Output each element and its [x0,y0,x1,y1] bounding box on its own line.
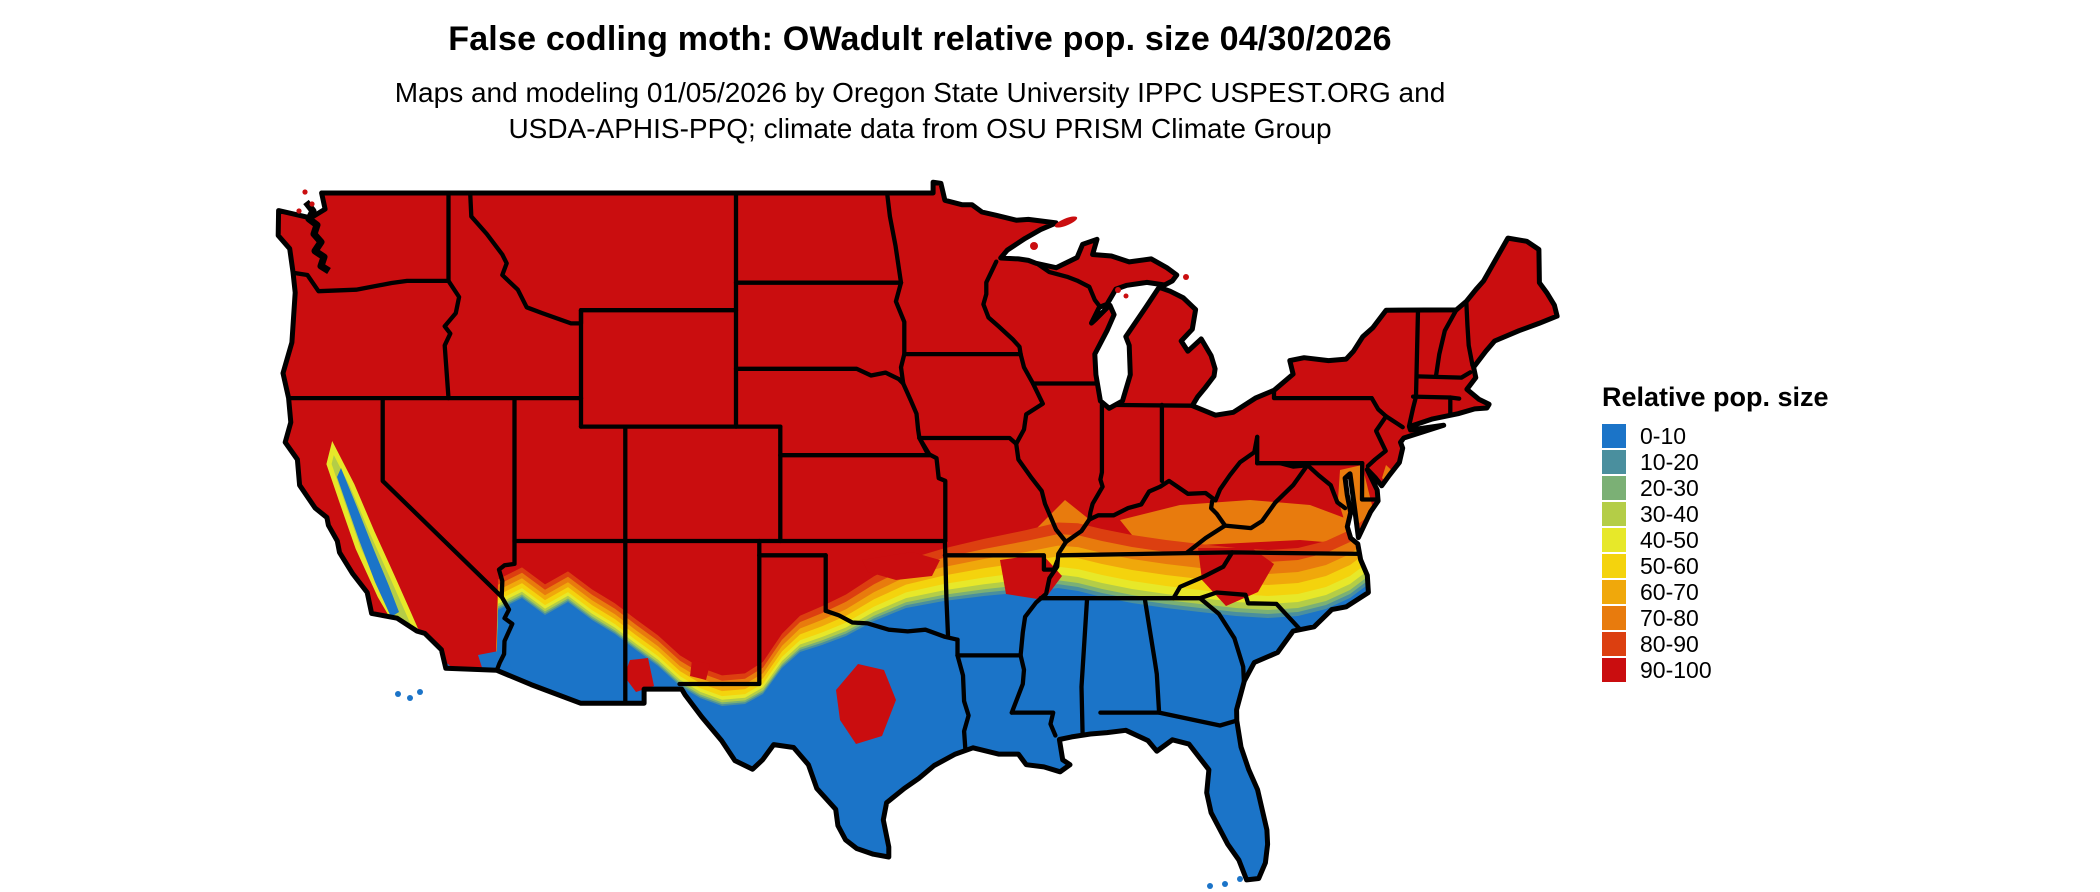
us-outline [275,179,1560,883]
subtitle-line-1: Maps and modeling 01/05/2026 by Oregon S… [394,77,1446,108]
legend-item-label: 50-60 [1640,553,1699,579]
legend-item: 50-60 [1602,553,1902,579]
legend-item-label: 90-100 [1640,657,1712,683]
legend-item: 90-100 [1602,657,1902,683]
legend-items: 0-10 10-20 20-30 30-40 40-50 50-60 60-70 70-80 8… [1602,423,1902,683]
legend-swatch [1602,554,1626,578]
legend-item-label: 10-20 [1640,449,1699,475]
legend-item-label: 20-30 [1640,475,1699,501]
legend-item: 20-30 [1602,475,1902,501]
legend-item: 0-10 [1602,423,1902,449]
legend-swatch [1602,450,1626,474]
legend-swatch [1602,632,1626,656]
island-specks [296,189,1243,889]
legend-item-label: 0-10 [1640,423,1687,449]
california-valley-core [337,468,399,617]
legend-item-label: 60-70 [1640,579,1699,605]
legend-item: 70-80 [1602,605,1902,631]
state-borders [286,190,1475,751]
legend-item-label: 40-50 [1640,527,1699,553]
legend-swatch [1602,658,1626,682]
legend-item-label: 80-90 [1640,631,1699,657]
legend-item: 60-70 [1602,579,1902,605]
title-block: False codling moth: OWadult relative pop… [0,20,1840,147]
legend-swatch [1602,476,1626,500]
legend-swatch [1602,502,1626,526]
legend-item: 10-20 [1602,449,1902,475]
legend-item: 40-50 [1602,527,1902,553]
puget-sound [303,199,331,274]
legend-swatch [1602,580,1626,604]
legend-item-label: 30-40 [1640,501,1699,527]
legend-item: 30-40 [1602,501,1902,527]
legend-swatch [1602,606,1626,630]
legend-title: Relative pop. size [1602,382,1829,412]
legend-item-label: 70-80 [1640,605,1699,631]
legend-item: 80-90 [1602,631,1902,657]
legend-swatch [1602,528,1626,552]
page-title: False codling moth: OWadult relative pop… [448,20,1392,58]
subtitle-line-2: USDA-APHIS-PPQ; climate data from OSU PR… [508,113,1332,144]
legend: Relative pop. size 0-10 10-20 20-30 30-40 40… [1602,382,1902,683]
legend-swatch [1602,424,1626,448]
